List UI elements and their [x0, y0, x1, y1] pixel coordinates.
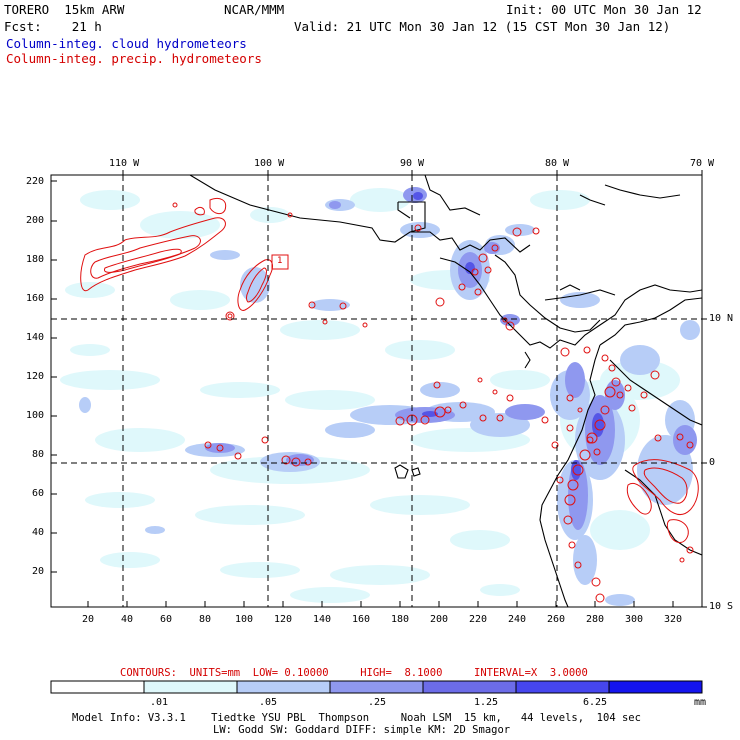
coastlines [189, 175, 702, 607]
y-tick-label: 160 [26, 293, 45, 304]
y-tick-label: 140 [26, 332, 45, 343]
x-tick-label: 40 [121, 614, 134, 625]
x-tick-label: 320 [664, 614, 683, 625]
y-tick-label: 40 [32, 527, 45, 538]
y-tick-label: 220 [26, 176, 45, 187]
x-tick-label: 260 [547, 614, 566, 625]
x-tick-label: 140 [313, 614, 332, 625]
cloud-hydrometeor-shading [60, 187, 700, 606]
x-ticks [87, 601, 674, 607]
colorbar-label: .05 [259, 697, 278, 708]
top-lon-ticks [122, 170, 703, 175]
latlon-grid [51, 175, 702, 607]
x-tick-label: 80 [199, 614, 212, 625]
plot-frame [50, 174, 703, 608]
colorbar-label: 1.25 [474, 697, 499, 708]
center-title: NCAR/MMM [224, 2, 285, 17]
colorbar-label: 6.25 [583, 697, 608, 708]
colorbar-label: .01 [150, 697, 169, 708]
right-lat-ticks [702, 318, 707, 608]
valid-time: Valid: 21 UTC Mon 30 Jan 12 (15 CST Mon … [294, 19, 671, 34]
y-ticks [51, 180, 57, 573]
lon-label-80w: 80 W [545, 158, 570, 169]
x-tick-label: 120 [274, 614, 293, 625]
y-tick-label: 100 [26, 410, 45, 421]
model-title: TORERO 15km ARW [4, 2, 125, 17]
precip-field-label: Column-integ. precip. hydrometeors [6, 51, 262, 66]
contour-box-label: 1 [277, 256, 283, 266]
init-time: Init: 00 UTC Mon 30 Jan 12 [506, 2, 702, 17]
lon-label-110w: 110 W [109, 158, 140, 169]
x-tick-label: 280 [586, 614, 605, 625]
lat-label-10s: 10 S [709, 601, 734, 612]
model-info-line1: Model Info: V3.3.1 Tiedtke YSU PBL Thomp… [72, 712, 641, 724]
y-tick-label: 60 [32, 488, 45, 499]
colorbar-unit: mm [694, 697, 707, 708]
model-info-line2: LW: Godd SW: Goddard DIFF: simple KM: 2D… [213, 724, 511, 736]
x-tick-label: 20 [82, 614, 95, 625]
y-tick-label: 120 [26, 371, 45, 382]
x-tick-label: 220 [469, 614, 488, 625]
x-tick-label: 240 [508, 614, 527, 625]
x-tick-label: 200 [430, 614, 449, 625]
lat-label-10n: 10 N [709, 313, 734, 324]
x-tick-label: 180 [391, 614, 410, 625]
lon-label-70w: 70 W [690, 158, 715, 169]
contours-info: CONTOURS: UNITS=mm LOW= 0.10000 HIGH= 8.… [120, 667, 588, 679]
lon-label-100w: 100 W [254, 158, 285, 169]
x-tick-label: 160 [352, 614, 371, 625]
y-tick-label: 200 [26, 215, 45, 226]
y-tick-label: 80 [32, 449, 45, 460]
cloud-field-label: Column-integ. cloud hydrometeors [6, 36, 247, 51]
x-tick-label: 100 [235, 614, 254, 625]
precip-contours [80, 197, 699, 603]
forecast-hour: Fcst: 21 h [4, 19, 102, 34]
lon-label-90w: 90 W [400, 158, 425, 169]
y-tick-label: 180 [26, 254, 45, 265]
y-tick-label: 20 [32, 566, 45, 577]
colorbar-label: .25 [368, 697, 387, 708]
x-tick-label: 300 [625, 614, 644, 625]
x-tick-label: 60 [160, 614, 173, 625]
lat-label-0: 0 [709, 457, 716, 468]
